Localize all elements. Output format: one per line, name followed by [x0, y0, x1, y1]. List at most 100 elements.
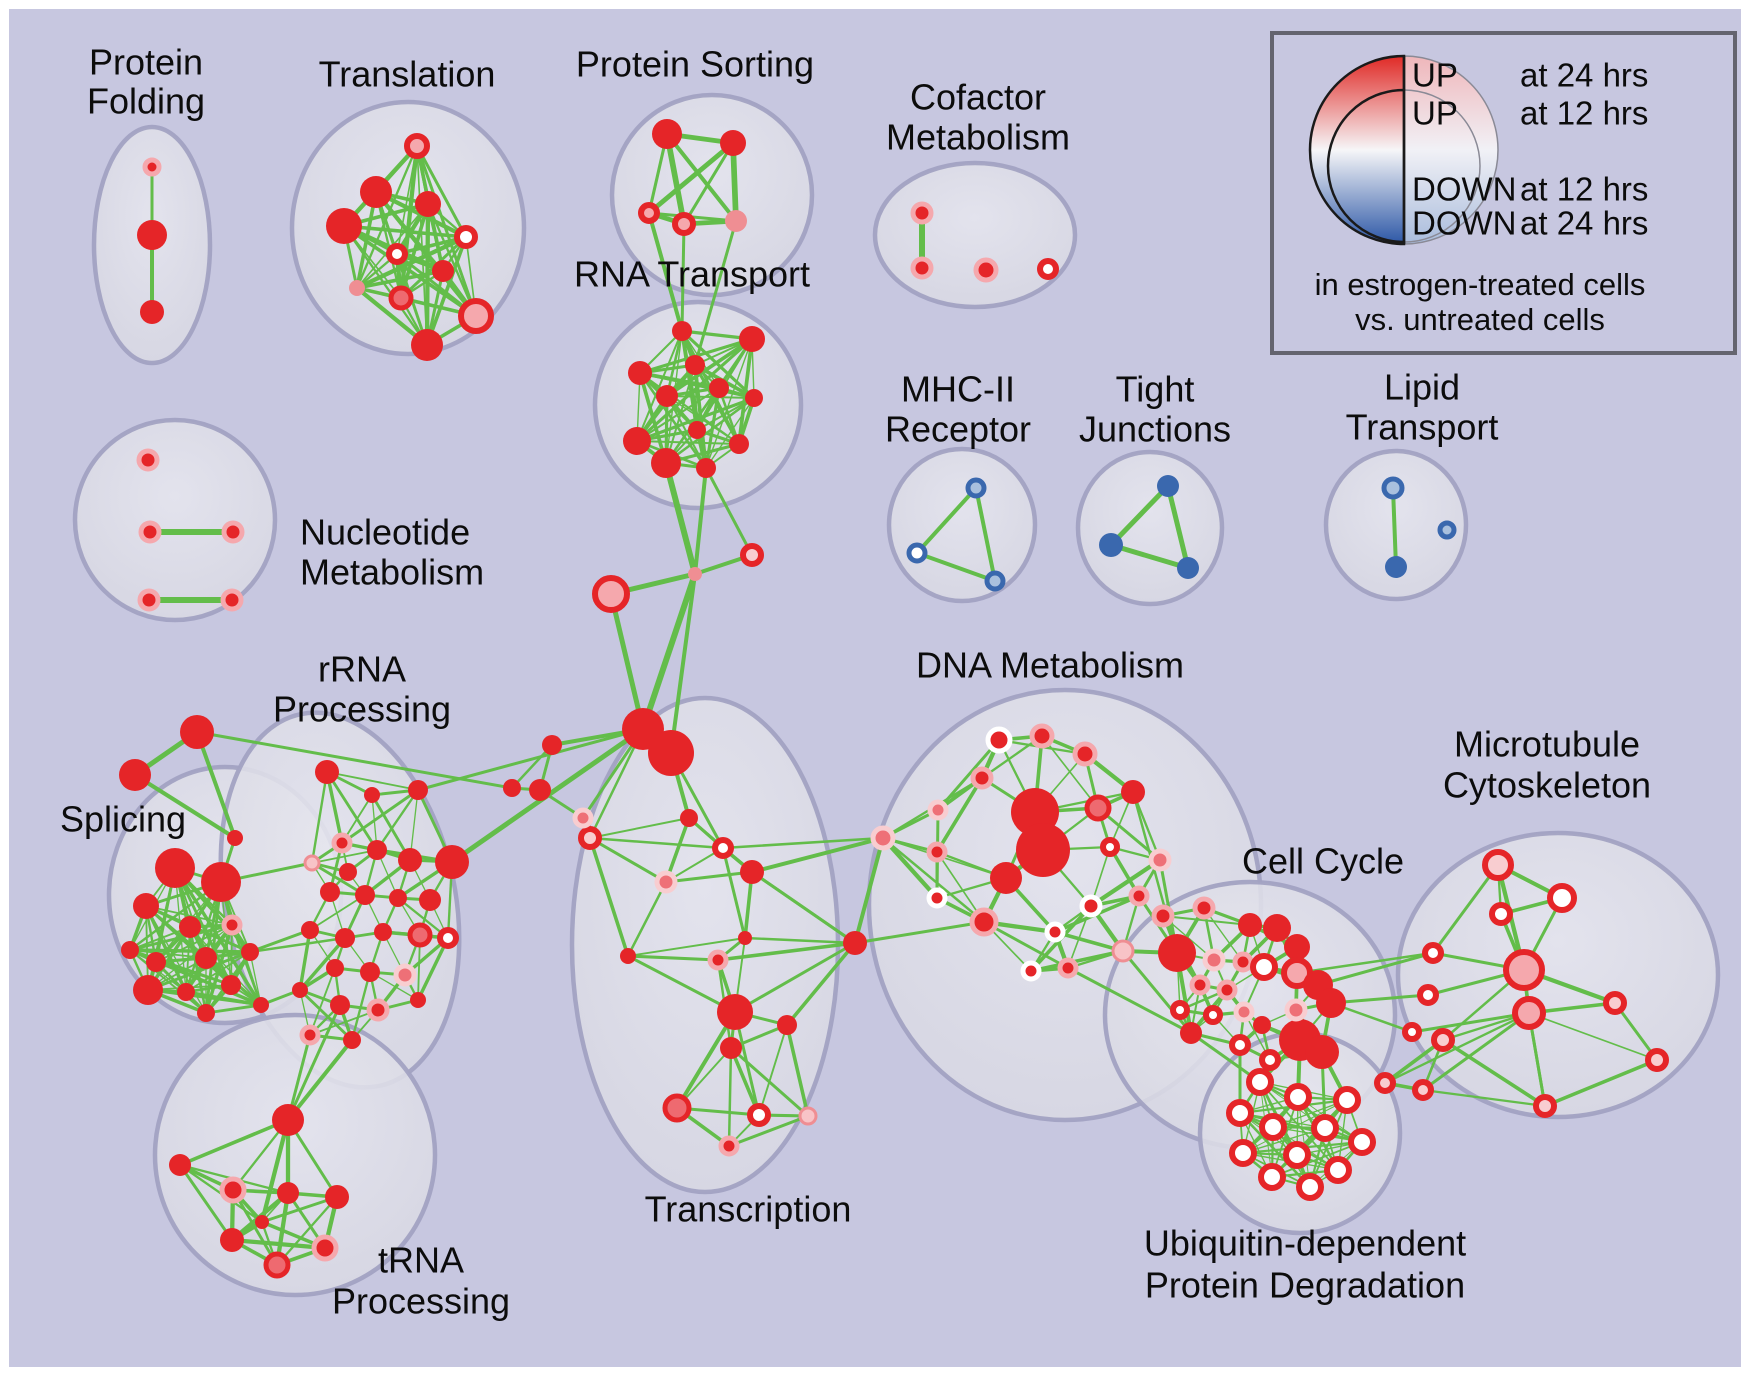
bubble-microtubule-cytoskeleton [1395, 830, 1721, 1120]
gene-node [389, 889, 407, 907]
gene-node [969, 907, 999, 937]
edge [146, 950, 252, 992]
link-edge [675, 1010, 737, 1110]
edge [1238, 1111, 1340, 1172]
legend-time-label: at 12 hrs [1520, 171, 1648, 208]
gene-node [725, 210, 747, 232]
gene-node [1482, 849, 1514, 881]
legend-caption: vs. untreated cells [1355, 302, 1605, 337]
gene-node [1057, 957, 1079, 979]
gene-node [404, 133, 430, 159]
link-edge [881, 836, 986, 924]
label-mhc-ii-receptor: Receptor [885, 409, 1031, 450]
edge [1131, 790, 1162, 862]
edge [664, 396, 756, 465]
gene-node [745, 389, 763, 407]
edge [1270, 1098, 1349, 1179]
edge [309, 1009, 379, 1036]
gene-node [197, 1004, 215, 1022]
gene-node [1158, 934, 1196, 972]
gene-node [263, 1251, 291, 1279]
gene-node [137, 588, 161, 612]
edge [185, 951, 251, 993]
gene-node [1099, 533, 1123, 557]
gene-node [1216, 979, 1238, 1001]
gene-node [1157, 475, 1179, 497]
gene-node [142, 157, 162, 177]
edge [184, 990, 263, 1007]
gene-node [315, 760, 339, 784]
label-cell-cycle: Cell Cycle [1242, 841, 1404, 882]
legend-direction-label: UP [1412, 95, 1458, 132]
label-lipid-transport: Transport [1346, 407, 1499, 448]
edge [665, 132, 738, 223]
gene-node [1284, 998, 1308, 1022]
gene-node [985, 726, 1013, 754]
gene-node [965, 477, 987, 499]
label-nucleotide-metabolism: Metabolism [300, 552, 484, 593]
link-edge [853, 836, 885, 945]
gene-node [910, 201, 934, 225]
gene-node [454, 225, 478, 249]
edge [311, 849, 378, 864]
edge [1108, 483, 1171, 548]
gene-node [739, 326, 765, 352]
link-edge [680, 222, 686, 333]
gene-node [1258, 1163, 1286, 1191]
label-trna-processing: Processing [332, 1281, 510, 1322]
edge [1271, 1096, 1299, 1178]
gene-node [973, 257, 999, 283]
gene-node [707, 949, 729, 971]
edge [729, 1046, 810, 1118]
link-edge [1131, 790, 1179, 955]
label-tight-junctions: Junctions [1079, 409, 1231, 450]
edge [982, 920, 1070, 970]
gene-node [180, 715, 214, 749]
gene-node [1202, 948, 1226, 972]
gene-node [155, 848, 195, 888]
gene-node [688, 567, 702, 581]
edge [415, 144, 468, 239]
gene-node [740, 543, 764, 567]
edge [1297, 1096, 1311, 1188]
edge [646, 140, 736, 216]
link-edge [733, 941, 857, 1014]
gene-node [656, 385, 678, 407]
bubble-cofactor-metabolism [872, 160, 1078, 310]
label-ubiquitin-degradation: Ubiquitin-dependent [1144, 1223, 1466, 1264]
legend-direction-label: DOWN [1412, 205, 1516, 242]
gene-node [1232, 951, 1254, 973]
gene-node [1151, 904, 1175, 928]
edge [785, 941, 857, 1027]
edge [128, 923, 234, 952]
gene-node [1422, 942, 1444, 964]
edge [785, 1023, 810, 1118]
gene-node [367, 840, 387, 860]
gene-node [303, 854, 321, 872]
link-edge [1329, 993, 1430, 1005]
edge [705, 397, 755, 469]
edge [354, 234, 469, 291]
link-edge [640, 571, 698, 732]
gene-node [1316, 988, 1346, 1018]
label-rrna-processing: rRNA [318, 649, 406, 690]
gene-node [432, 260, 454, 282]
gene-node [1229, 1139, 1257, 1167]
edge [974, 486, 997, 583]
gene-node [592, 575, 630, 613]
bubble-nucleotide-metabolism [72, 417, 278, 623]
gene-node [1296, 1173, 1324, 1201]
gene-node [620, 948, 636, 964]
gene-node [572, 807, 594, 829]
legend-direction-label: UP [1412, 57, 1458, 94]
gene-node [1111, 939, 1135, 963]
gene-node [1385, 556, 1407, 578]
gene-node [709, 378, 729, 398]
gene-node [688, 421, 706, 439]
gene-node [1431, 1028, 1455, 1052]
label-rrna-processing: Processing [273, 689, 451, 730]
link-edge [750, 870, 857, 945]
link-edge [1316, 951, 1435, 987]
bubble-tight-junctions [1075, 449, 1225, 607]
link-edge [1410, 1011, 1531, 1034]
